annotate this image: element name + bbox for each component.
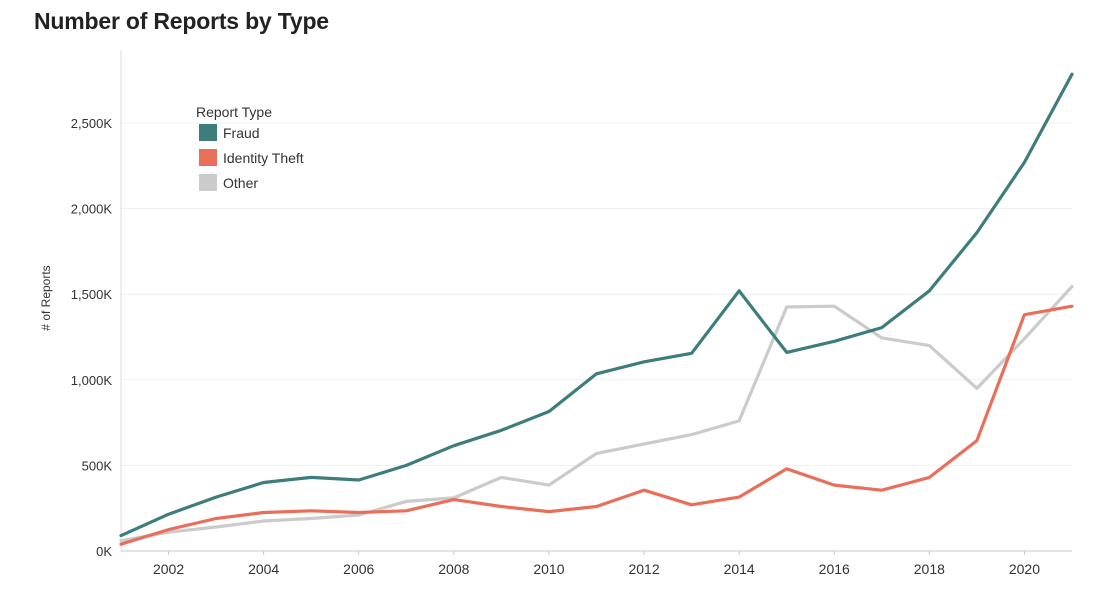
x-tick-label: 2012 <box>628 561 659 577</box>
y-tick-label: 1,500K <box>71 287 113 302</box>
chart-title: Number of Reports by Type <box>34 8 329 34</box>
y-tick-label: 1,000K <box>71 373 113 388</box>
x-tick-label: 2008 <box>438 561 469 577</box>
series-line-other <box>119 284 1074 543</box>
legend-swatch-other <box>199 174 217 191</box>
series-lines <box>119 72 1074 546</box>
legend-label-identity-theft: Identity Theft <box>223 150 304 166</box>
axes <box>120 50 1072 552</box>
series-line-identity-theft <box>119 304 1074 546</box>
x-tick-label: 2010 <box>533 561 564 577</box>
y-tick-label: 2,000K <box>71 202 113 217</box>
legend-swatch-identity-theft <box>199 149 217 166</box>
series-line-fraud <box>119 72 1074 538</box>
x-axis-ticks: 2002 2004 2006 2008 2010 2012 2014 2016 2018 2020 <box>153 551 1040 577</box>
y-tick-label: 0K <box>96 544 112 559</box>
y-axis-ticks: 0K 500K 1,000K 1,500K 2,000K 2,500K <box>71 116 113 559</box>
x-tick-label: 2018 <box>914 561 945 577</box>
legend-label-other: Other <box>223 175 258 191</box>
x-tick-label: 2006 <box>343 561 374 577</box>
x-tick-label: 2020 <box>1009 561 1040 577</box>
legend-swatch-fraud <box>199 124 217 141</box>
x-tick-label: 2016 <box>819 561 850 577</box>
x-tick-label: 2014 <box>724 561 755 577</box>
legend-label-fraud: Fraud <box>223 125 260 141</box>
x-tick-label: 2002 <box>153 561 184 577</box>
y-tick-label: 500K <box>82 458 113 473</box>
x-tick-label: 2004 <box>248 561 279 577</box>
legend-title: Report Type <box>196 104 272 120</box>
y-axis-label: # of Reports <box>39 265 53 330</box>
legend: Report Type Fraud Identity Theft Other <box>196 104 304 191</box>
gridlines <box>121 122 1072 466</box>
y-tick-label: 2,500K <box>71 116 113 131</box>
